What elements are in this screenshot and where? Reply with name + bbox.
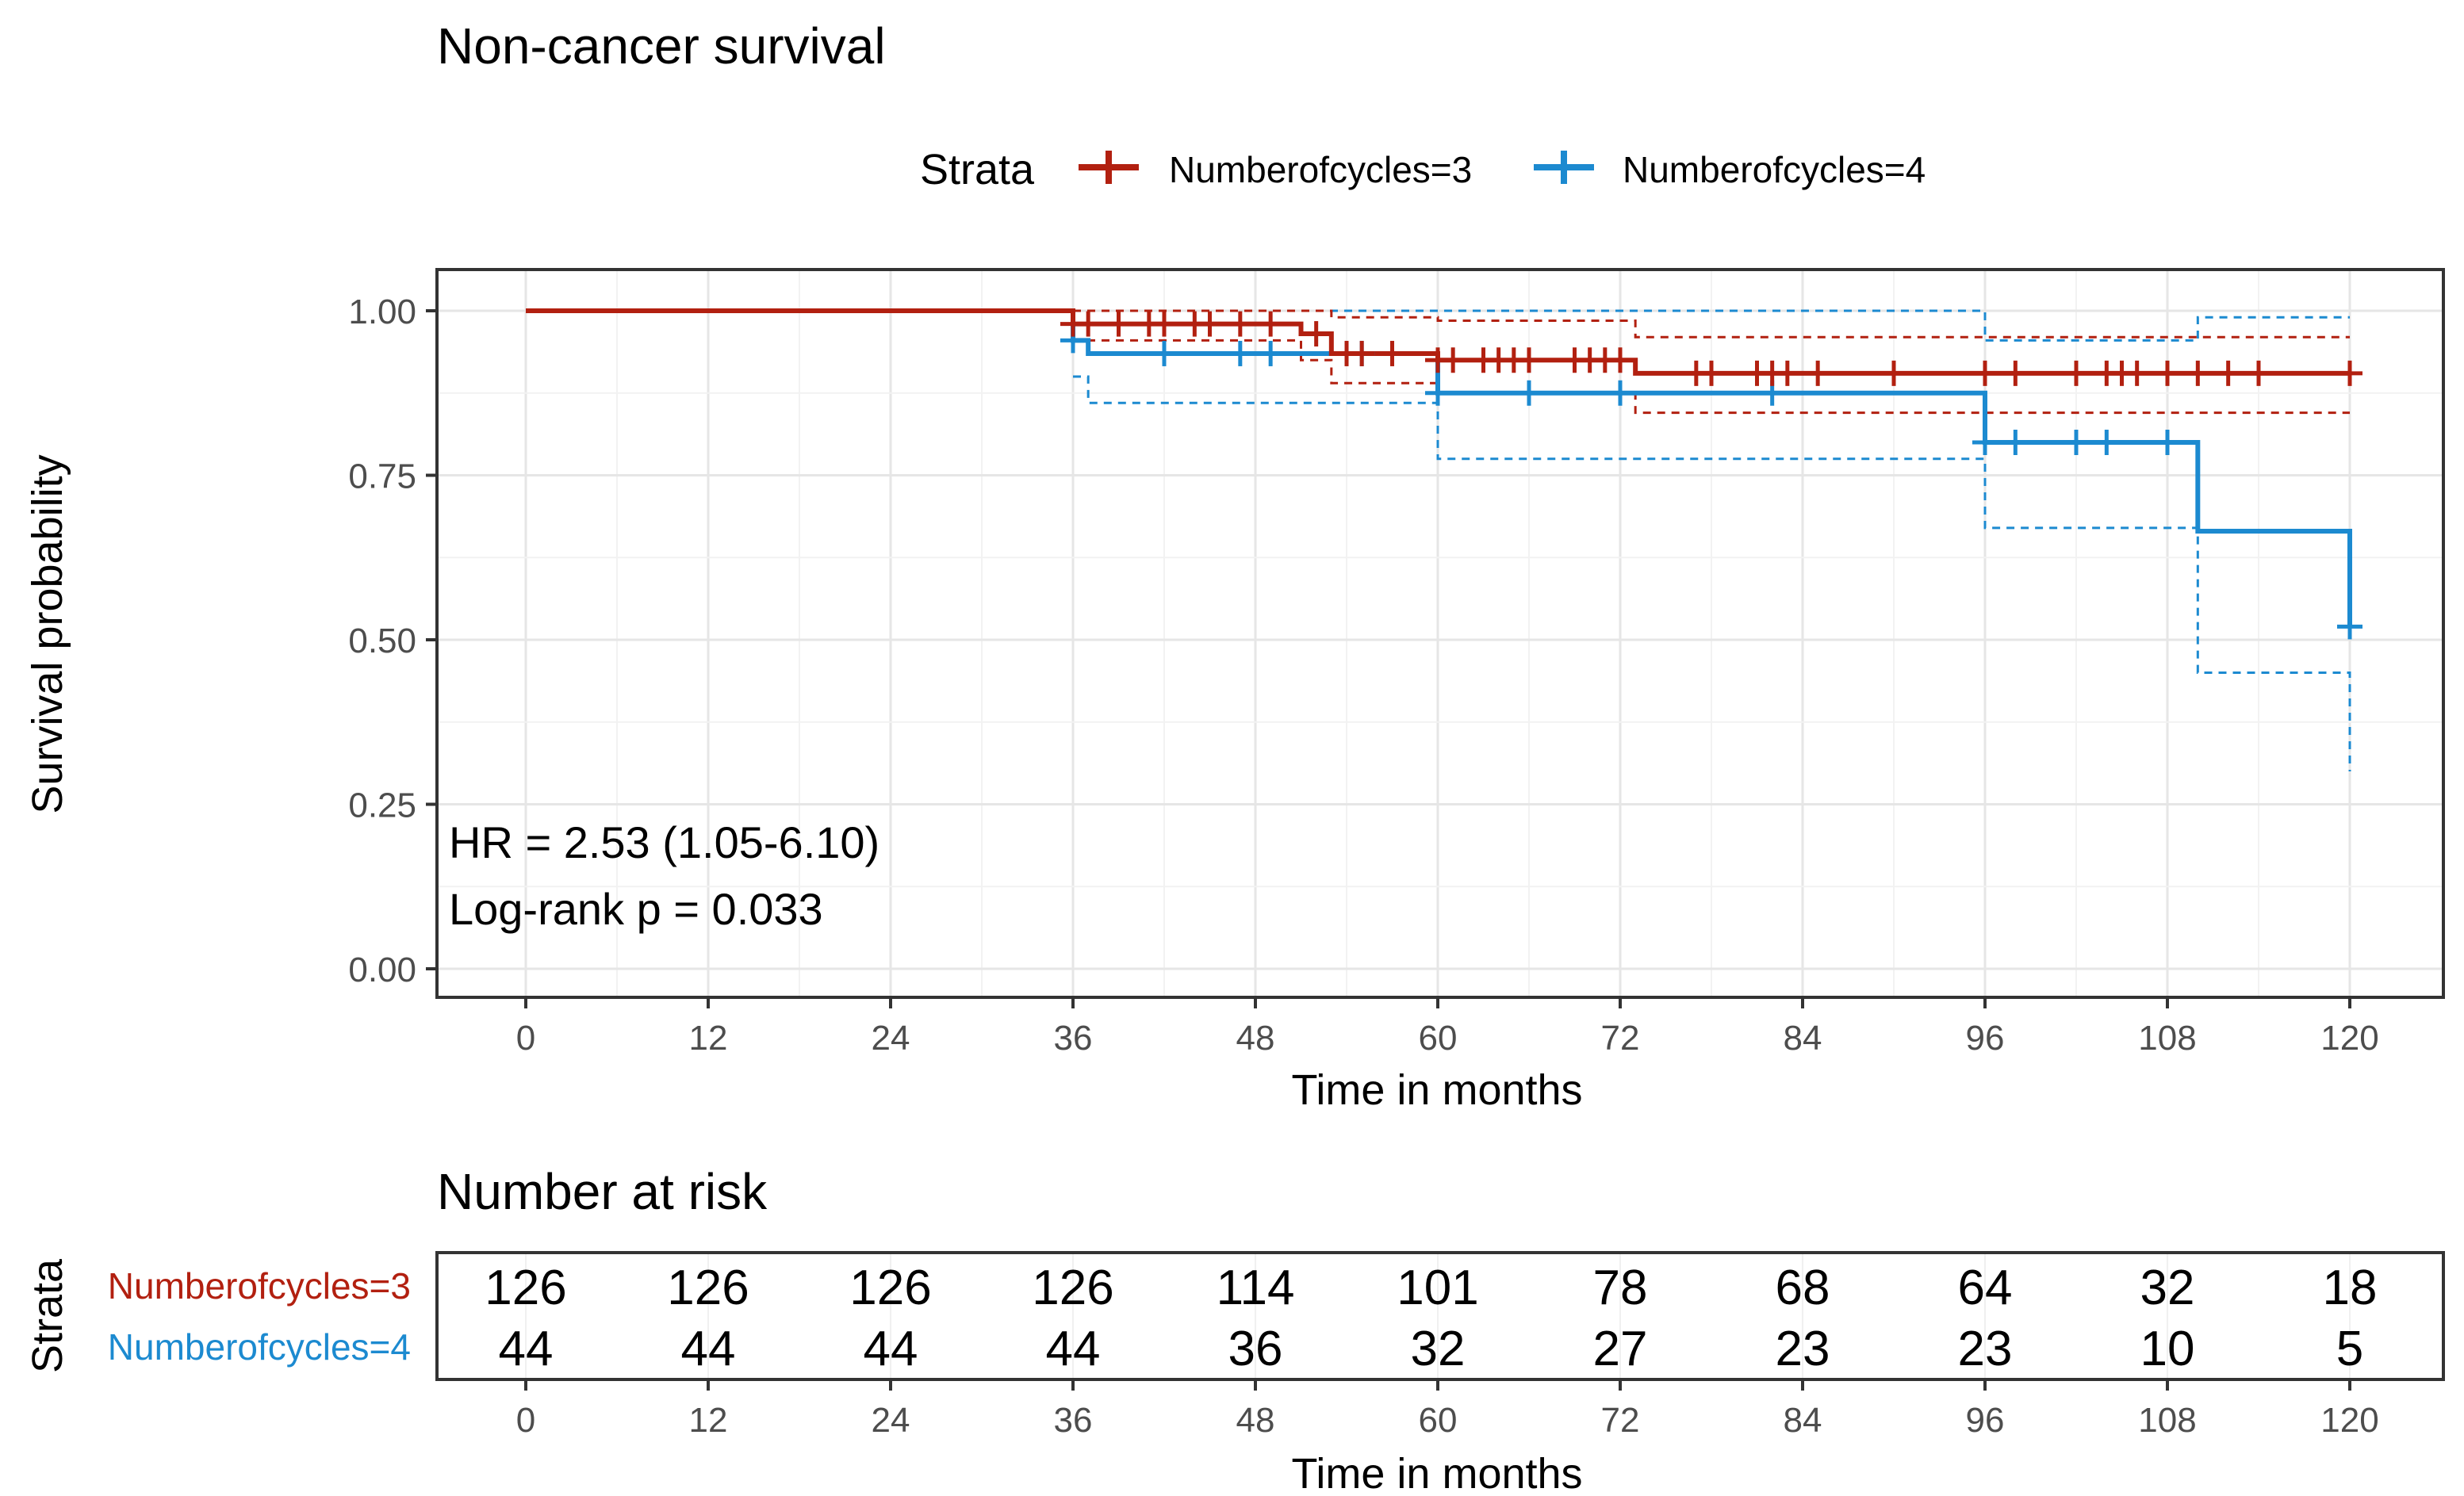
confidence-bands <box>1073 309 2351 771</box>
risk-table-cells: 126 126 126 126 114 101 78 68 64 32 18 44 44 44 44 36 32… <box>485 1261 2377 1376</box>
risk-x-tick-label: 60 <box>1419 1401 1458 1440</box>
y-tick-label: 0.50 <box>348 622 416 660</box>
legend-title: Strata <box>920 146 1035 193</box>
x-tick-label: 24 <box>872 1019 910 1058</box>
legend-key-cycles4 <box>1534 151 1594 184</box>
risk-cell-cycles4: 5 <box>2336 1322 2363 1376</box>
risk-cell-cycles4: 10 <box>2140 1322 2195 1376</box>
risk-cell-cycles4: 44 <box>681 1322 736 1376</box>
x-tick-label: 48 <box>1236 1019 1275 1058</box>
risk-x-tick-label: 72 <box>1601 1401 1640 1440</box>
risk-cell-cycles4: 27 <box>1593 1322 1648 1376</box>
risk-cell-cycles3: 64 <box>1958 1261 2013 1315</box>
x-axis: 0 12 24 36 48 60 72 84 96 108 120 <box>516 997 2379 1058</box>
x-tick-label: 108 <box>2138 1019 2196 1058</box>
risk-x-tick-label: 96 <box>1966 1401 2005 1440</box>
risk-cell-cycles3: 126 <box>667 1261 749 1315</box>
chart-title: Non-cancer survival <box>437 17 886 75</box>
ci-upper-cycles3 <box>1073 309 2350 339</box>
x-tick-label: 60 <box>1419 1019 1458 1058</box>
risk-cell-cycles4: 32 <box>1411 1322 1466 1376</box>
ci-lower-cycles4 <box>1073 375 2351 771</box>
x-tick-label: 12 <box>689 1019 728 1058</box>
x-tick-label: 96 <box>1966 1019 2005 1058</box>
risk-x-tick-label: 48 <box>1236 1401 1275 1440</box>
risk-table-x-axis: 0 12 24 36 48 60 72 84 96 108 120 <box>516 1379 2379 1440</box>
risk-x-tick-label: 108 <box>2138 1401 2196 1440</box>
risk-table-border <box>435 1251 2445 1381</box>
legend-label-cycles3: Numberofcycles=3 <box>1169 149 1472 190</box>
y-tick-label: 1.00 <box>348 293 416 331</box>
risk-x-tick-label: 12 <box>689 1401 728 1440</box>
risk-cell-cycles4: 44 <box>1046 1322 1101 1376</box>
legend-key-cycles3 <box>1079 151 1139 184</box>
risk-cell-cycles4: 36 <box>1228 1322 1283 1376</box>
risk-table-xlabel: Time in months <box>1291 1450 1582 1496</box>
logrank-annotation: Log-rank p = 0.033 <box>449 884 823 934</box>
censor-marks <box>1060 311 2362 640</box>
risk-table-ylabel: Strata <box>24 1258 71 1373</box>
legend-label-cycles4: Numberofcycles=4 <box>1623 149 1926 190</box>
risk-cell-cycles4: 44 <box>499 1322 554 1376</box>
risk-table: Number at risk 126 126 126 126 114 101 78 68 64 3… <box>24 1163 2445 1496</box>
km-plot: 0.00 0.25 0.50 0.75 1.00 0 12 24 36 48 60 72 84 96 10… <box>24 268 2445 1114</box>
risk-cell-cycles4: 23 <box>1958 1322 2013 1376</box>
y-axis-label: Survival probability <box>24 454 71 813</box>
risk-cell-cycles3: 68 <box>1776 1261 1830 1315</box>
x-axis-label: Time in months <box>1291 1066 1582 1114</box>
x-tick-label: 84 <box>1784 1019 1822 1058</box>
y-tick-label: 0.00 <box>348 951 416 989</box>
risk-x-tick-label: 24 <box>872 1401 910 1440</box>
x-tick-label: 0 <box>516 1019 535 1058</box>
risk-cell-cycles4: 23 <box>1776 1322 1830 1376</box>
risk-x-tick-label: 36 <box>1054 1401 1093 1440</box>
risk-cell-cycles3: 18 <box>2323 1261 2378 1315</box>
risk-cell-cycles3: 114 <box>1217 1261 1295 1315</box>
risk-cell-cycles3: 126 <box>849 1261 931 1315</box>
risk-x-tick-label: 120 <box>2320 1401 2378 1440</box>
y-tick-label: 0.25 <box>348 786 416 825</box>
risk-cell-cycles3: 32 <box>2140 1261 2195 1315</box>
risk-row-label-cycles3: Numberofcycles=3 <box>108 1265 411 1307</box>
y-axis: 0.00 0.25 0.50 0.75 1.00 <box>348 293 437 989</box>
risk-cell-cycles3: 126 <box>1032 1261 1113 1315</box>
risk-cell-cycles3: 101 <box>1397 1261 1478 1315</box>
y-tick-label: 0.75 <box>348 457 416 496</box>
hr-annotation: HR = 2.53 (1.05-6.10) <box>449 817 879 867</box>
x-tick-label: 120 <box>2320 1019 2378 1058</box>
risk-x-tick-label: 0 <box>516 1401 535 1440</box>
ci-upper-cycles4 <box>1073 309 2350 342</box>
x-tick-label: 72 <box>1601 1019 1640 1058</box>
risk-x-tick-label: 84 <box>1784 1401 1822 1440</box>
x-tick-label: 36 <box>1054 1019 1093 1058</box>
legend: Strata Numberofcycles=3 Numberofcycles=4 <box>920 146 1926 193</box>
risk-table-title: Number at risk <box>437 1163 768 1220</box>
risk-cell-cycles4: 44 <box>864 1322 918 1376</box>
risk-row-label-cycles4: Numberofcycles=4 <box>108 1326 411 1368</box>
risk-table-grid <box>525 1253 2351 1379</box>
risk-cell-cycles3: 78 <box>1593 1261 1648 1315</box>
risk-cell-cycles3: 126 <box>485 1261 566 1315</box>
plot-border <box>435 268 2445 999</box>
